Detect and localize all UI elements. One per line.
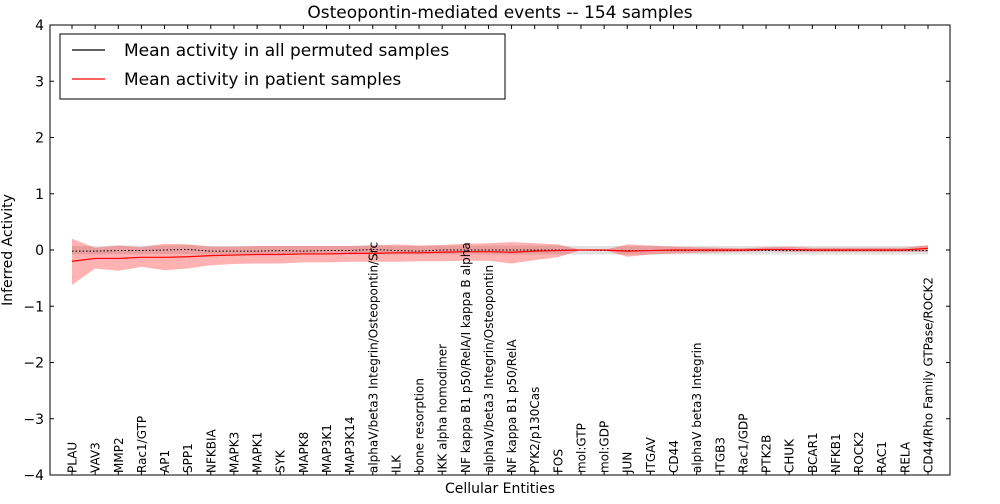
x-tick-labels: PLAU VAV3 MMP2 Rac1/GTP AP1 SPP1 NFKBIA MAPK3 MA…: [66, 242, 936, 474]
x-tick-label: ITGAV: [644, 436, 658, 473]
y-tick-label: −4: [23, 468, 44, 484]
x-tick-label: PTK2B: [760, 435, 774, 473]
x-tick-label: VAV3: [89, 442, 103, 473]
x-tick-label: ROCK2: [852, 431, 866, 473]
x-tick-label: NFKB1: [829, 433, 843, 473]
x-tick-label: FOS: [551, 449, 565, 473]
x-tick-label: MAP3K14: [343, 416, 357, 473]
y-axis-label: Inferred Activity: [0, 194, 16, 306]
y-tick-label: 0: [35, 243, 44, 259]
series-line-patient: [71, 247, 929, 262]
legend-box: [59, 33, 506, 100]
x-tick-label: BCAR1: [806, 432, 820, 473]
legend-label: Mean activity in patient samples: [124, 70, 401, 90]
x-tick-label: mol:GDP: [598, 421, 612, 473]
y-tick-label: −1: [23, 299, 44, 315]
band-patient: [72, 238, 928, 285]
x-tick-label: MAPK8: [297, 432, 311, 473]
x-tick-label: AP1: [158, 450, 172, 473]
x-tick-label: ILK: [389, 454, 403, 473]
x-tick-label: NF kappa B1 p50/RelA: [505, 339, 519, 473]
x-tick-label: CD44: [667, 440, 681, 473]
y-tick-label: 2: [35, 131, 44, 147]
x-tick-label: mol:GTP: [574, 423, 588, 473]
series-lines: [71, 247, 929, 262]
confidence-bands: [72, 238, 928, 285]
y-tick-label: −2: [23, 356, 44, 372]
x-tick-label: Rac1/GTP: [135, 416, 149, 473]
x-tick-label: ITGB3: [713, 437, 727, 473]
x-tick-label: MAPK1: [251, 432, 265, 473]
x-tick-label: PYK2/p130Cas: [528, 387, 542, 473]
x-tick-label: MMP2: [112, 437, 126, 473]
legend: Mean activity in all permuted samples Mea…: [59, 33, 506, 100]
x-tick-label: MAPK3: [227, 432, 241, 473]
x-tick-label: IKK alpha homodimer: [436, 344, 450, 473]
y-tick-label: 1: [35, 187, 44, 203]
x-tick-label: NF kappa B1 p50/RelA/I kappa B alpha: [459, 242, 473, 473]
x-tick-label: PLAU: [66, 442, 80, 473]
x-tick-label: NFKBIA: [204, 428, 218, 473]
x-tick-label: alphaV/beta3 Integrin/Osteopontin/Src: [366, 242, 380, 473]
x-tick-label: Rac1/GDP: [736, 414, 750, 473]
x-tick-label: alphaV/beta3 Integrin/Osteopontin: [482, 265, 496, 473]
axes: −4 −3 −2 −1 0 1 2 3 4: [23, 18, 951, 484]
y-tick-label: −3: [23, 412, 44, 428]
x-tick-label: RAC1: [875, 441, 889, 473]
series-line-permuted: [72, 248, 928, 252]
x-tick-label: SPP1: [181, 443, 195, 473]
x-axis-label: Cellular Entities: [445, 481, 555, 497]
x-tick-label: MAP3K1: [320, 424, 334, 473]
y-tick-label: 3: [35, 74, 44, 90]
x-tick-label: JUN: [621, 452, 635, 474]
x-tick-label: CD44/Rho Family GTPase/ROCK2: [922, 277, 936, 473]
y-tick-label: 4: [35, 18, 44, 34]
chart-title: Osteopontin-mediated events -- 154 sampl…: [307, 3, 692, 23]
x-tick-label: alphaV beta3 Integrin: [690, 342, 704, 473]
x-tick-label: bone resorption: [413, 378, 427, 473]
legend-label: Mean activity in all permuted samples: [124, 41, 449, 61]
x-tick-label: RELA: [898, 441, 912, 473]
x-tick-label: CHUK: [783, 438, 797, 473]
x-tick-label: SYK: [274, 449, 288, 473]
